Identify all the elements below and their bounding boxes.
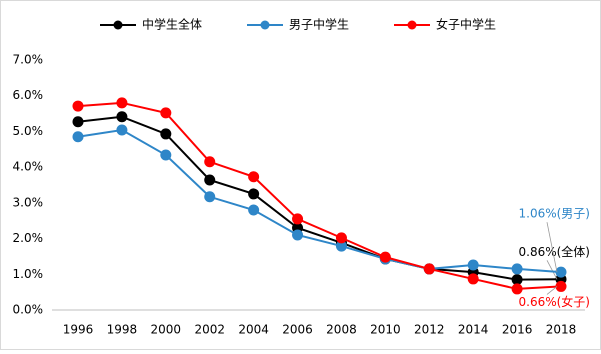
legend-marker [260, 20, 270, 30]
point [204, 191, 216, 203]
y-tick-label: 3.0% [13, 195, 44, 209]
point [116, 124, 128, 136]
series-line [77, 128, 562, 274]
x-tick-label: 2004 [238, 323, 269, 337]
x-tick-label: 2008 [326, 323, 357, 337]
point [511, 283, 523, 295]
leader-line [546, 222, 558, 273]
y-tick-label: 4.0% [13, 160, 44, 174]
x-tick-label: 1998 [107, 323, 138, 337]
point [160, 128, 172, 140]
point [248, 171, 260, 183]
point [511, 274, 523, 286]
point [160, 149, 172, 161]
end-label: 1.06%(男子) [519, 207, 591, 221]
point [467, 259, 479, 271]
point [116, 97, 128, 109]
point [160, 107, 172, 119]
legend-label: 女子中学生 [436, 17, 496, 32]
point [292, 213, 304, 225]
point [248, 204, 260, 216]
x-tick-label: 1996 [63, 323, 94, 337]
x-tick-label: 2016 [502, 323, 533, 337]
point [335, 240, 347, 252]
x-tick-label: 2006 [282, 323, 313, 337]
legend-marker [113, 20, 123, 30]
point [511, 263, 523, 275]
x-tick-label: 2012 [414, 323, 445, 337]
x-tick-label: 2002 [194, 323, 225, 337]
leader-line [546, 260, 558, 280]
y-tick-label: 2.0% [13, 231, 44, 245]
series-line [77, 115, 562, 281]
point [423, 263, 435, 275]
end-label: 0.86%(全体) [519, 244, 591, 259]
leader-line [546, 286, 558, 295]
y-tick-label: 5.0% [13, 124, 44, 138]
legend-label: 男子中学生 [289, 17, 349, 32]
point [467, 273, 479, 285]
point [555, 266, 567, 278]
x-tick-label: 2000 [151, 323, 182, 337]
y-tick-label: 1.0% [13, 267, 44, 281]
y-tick-label: 6.0% [13, 88, 44, 102]
point [204, 156, 216, 168]
legend-marker [407, 20, 417, 30]
point [116, 111, 128, 123]
point [248, 188, 260, 200]
y-tick-label: 7.0% [13, 53, 44, 67]
point [72, 100, 84, 112]
point [72, 131, 84, 143]
x-tick-label: 2010 [370, 323, 401, 337]
end-label: 0.66%(女子) [519, 294, 591, 309]
legend-label: 中学生全体 [142, 17, 202, 32]
point [292, 229, 304, 241]
y-tick-label: 0.0% [13, 303, 44, 317]
point [555, 280, 567, 292]
x-tick-label: 2014 [458, 323, 489, 337]
x-tick-label: 2018 [546, 323, 577, 337]
point [204, 174, 216, 186]
point [335, 232, 347, 244]
series-line [77, 101, 562, 290]
point [379, 251, 391, 263]
point [72, 116, 84, 128]
